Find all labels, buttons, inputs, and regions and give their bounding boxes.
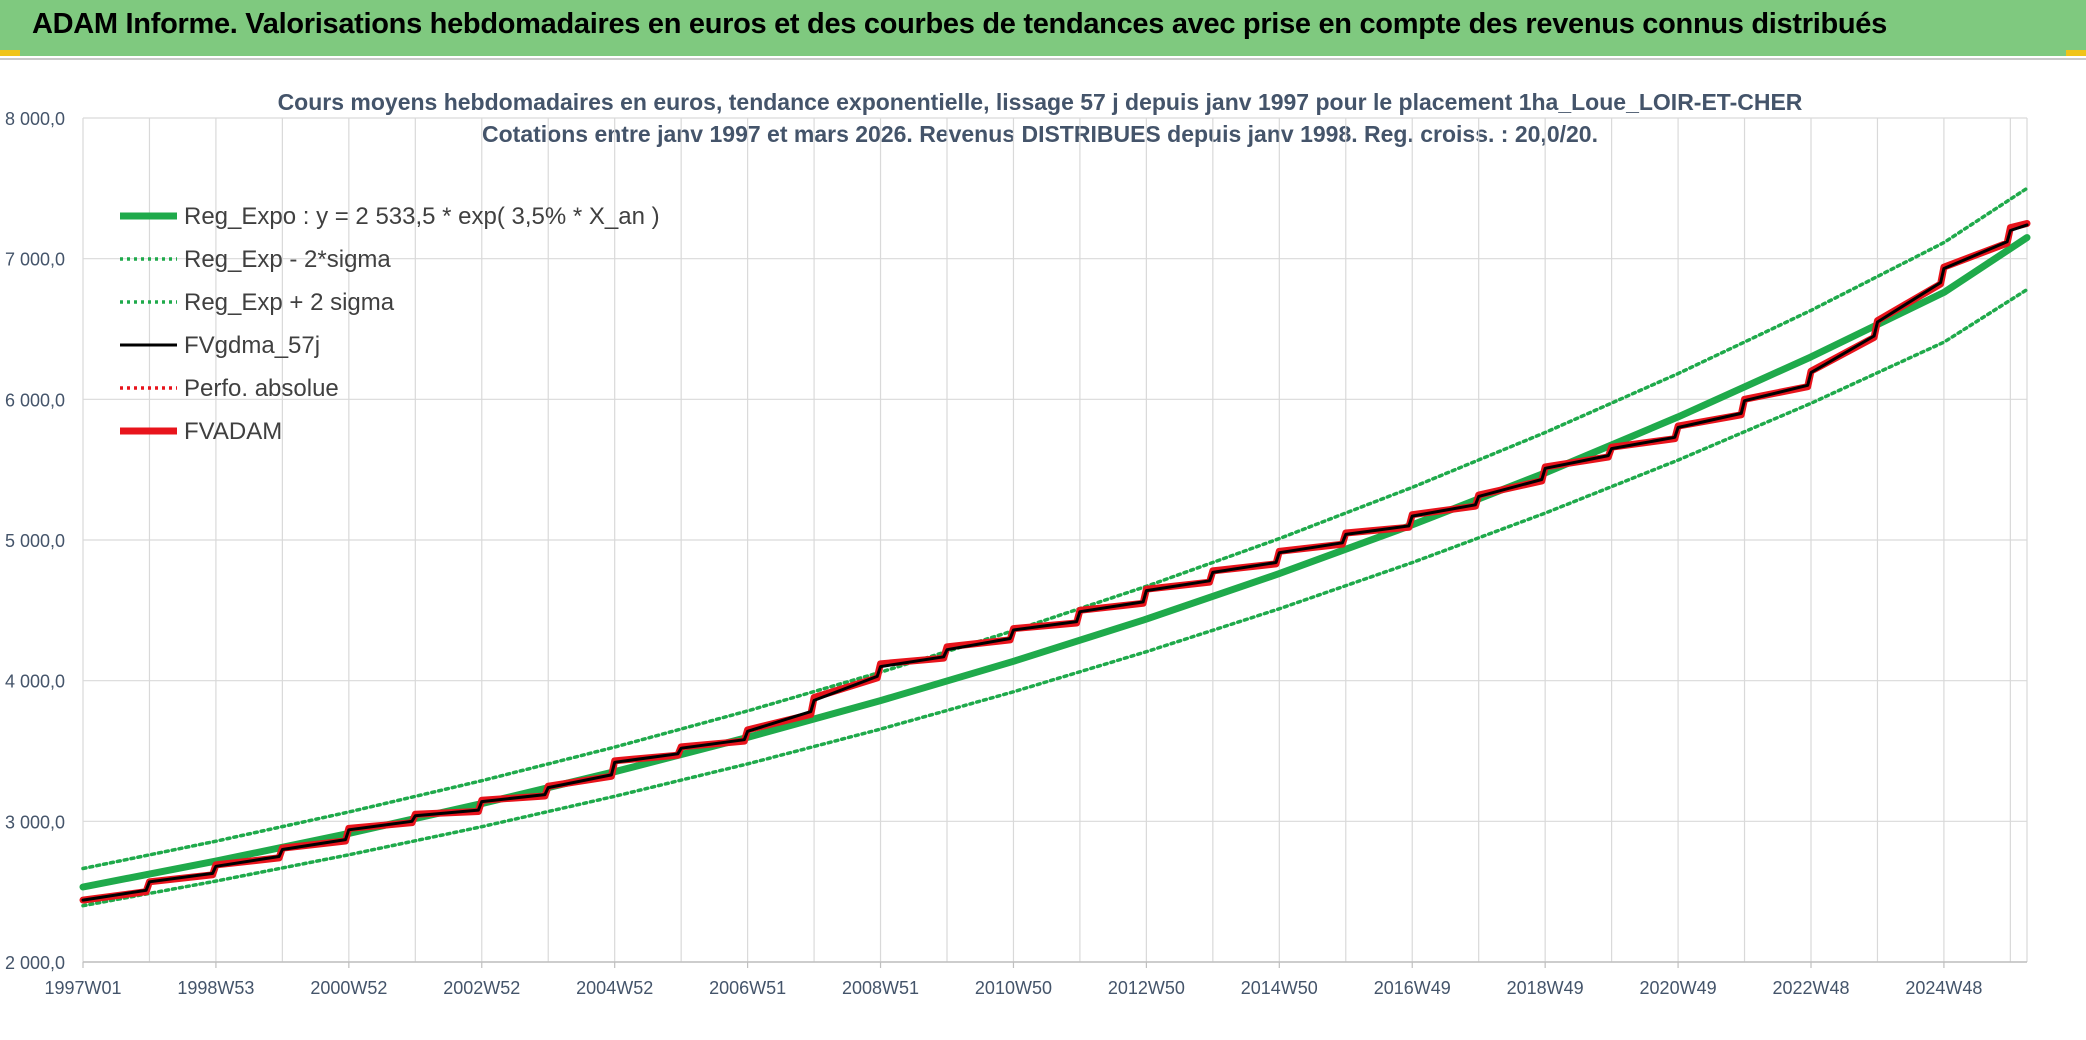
legend-entry: Reg_Exp + 2 sigma	[184, 289, 395, 316]
x-tick-label: 2018W49	[1507, 978, 1584, 998]
chart-frame: Cours moyens hebdomadaires en euros, ten…	[0, 58, 2086, 1038]
corner-mark-left	[0, 50, 20, 56]
legend-entry: Reg_Expo : y = 2 533,5 * exp( 3,5% * X_a…	[184, 203, 660, 230]
grid	[82, 117, 2028, 963]
chart-title: Cours moyens hebdomadaires en euros, ten…	[278, 89, 1803, 115]
x-tick-label: 2006W51	[709, 978, 786, 998]
legend-entry: FVADAM	[184, 418, 282, 445]
legend-entry: FVgdma_57j	[184, 332, 320, 359]
report-banner: ADAM Informe. Valorisations hebdomadaire…	[0, 0, 2086, 56]
x-tick-label: 2022W48	[1772, 978, 1849, 998]
y-tick-label: 3 000,0	[5, 812, 65, 832]
x-tick-label: 2008W51	[842, 978, 919, 998]
y-tick-label: 8 000,0	[5, 109, 65, 129]
x-tick-label: 2000W52	[310, 978, 387, 998]
x-tick-label: 2020W49	[1640, 978, 1717, 998]
legend-entry: Perfo. absolue	[184, 375, 339, 402]
legend-entry: Reg_Exp - 2*sigma	[184, 246, 391, 273]
y-tick-label: 4 000,0	[5, 672, 65, 692]
chart-subtitle: Cotations entre janv 1997 et mars 2026. …	[482, 121, 1598, 147]
x-axis: 1997W01 1998W53 2000W52 2002W52 2004W52 2006W…	[44, 962, 1982, 998]
x-tick-label: 2012W50	[1108, 978, 1185, 998]
x-tick-label: 1997W01	[44, 978, 121, 998]
x-tick-label: 2004W52	[576, 978, 653, 998]
y-tick-label: 7 000,0	[5, 250, 65, 270]
series-lines	[79, 186, 2031, 908]
title-backdrop	[260, 68, 1820, 140]
legend: Reg_Expo : y = 2 533,5 * exp( 3,5% * X_a…	[120, 203, 660, 445]
corner-mark-right	[2066, 50, 2086, 56]
line-chart: Cours moyens hebdomadaires en euros, ten…	[5, 68, 2031, 998]
x-tick-label: 2024W48	[1905, 978, 1982, 998]
y-tick-label: 6 000,0	[5, 390, 65, 410]
series-line-1	[81, 287, 2029, 908]
x-tick-label: 2002W52	[443, 978, 520, 998]
x-tick-label: 2016W49	[1374, 978, 1451, 998]
x-tick-label: 2010W50	[975, 978, 1052, 998]
report-title: ADAM Informe. Valorisations hebdomadaire…	[32, 8, 1887, 40]
series-line-5	[79, 220, 2031, 904]
series-line-4	[81, 221, 2029, 902]
series-line-3	[81, 223, 2029, 902]
series-line-0	[79, 234, 2031, 891]
x-tick-label: 1998W53	[177, 978, 254, 998]
y-tick-label: 2 000,0	[5, 953, 65, 973]
x-tick-label: 2014W50	[1241, 978, 1318, 998]
y-axis: 2 000,0 3 000,0 4 000,0 5 000,0 6 000,0 7 000…	[5, 109, 65, 973]
y-tick-label: 5 000,0	[5, 531, 65, 551]
